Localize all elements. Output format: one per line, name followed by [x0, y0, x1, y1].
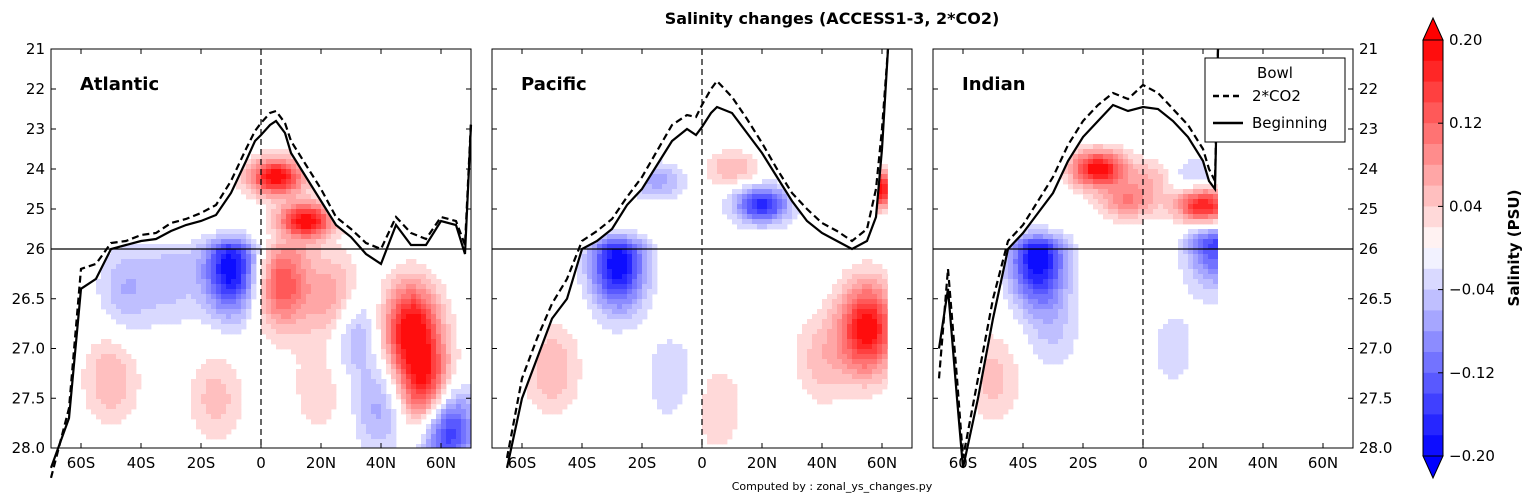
colorbar-label: Salinity (PSU)	[1505, 190, 1523, 307]
colorbar-level	[1423, 123, 1443, 145]
colorbar-tick-label: 0.04	[1449, 197, 1482, 215]
colorbar-extend-min	[1422, 455, 1444, 480]
x-tick-label: 20N	[747, 454, 777, 472]
y-tick-label: 28.0	[12, 439, 45, 457]
y-tick-label: 27.5	[12, 389, 45, 407]
y-tick-label: 23	[1359, 120, 1378, 138]
x-tick-label: 60S	[949, 454, 978, 472]
colorbar-level	[1423, 435, 1443, 457]
colorbar-level	[1423, 40, 1443, 62]
colorbar-level	[1423, 248, 1443, 270]
salinity-field	[968, 144, 1218, 420]
panel-pacific: 60S 40S 20S 0 20N 40N 60N Pacific	[491, 48, 913, 472]
colorbar-level	[1423, 310, 1443, 332]
colorbar-level	[1423, 185, 1443, 207]
colorbar-tick-label: −0.12	[1449, 364, 1495, 382]
legend-box	[1204, 57, 1346, 143]
panel-indian: 60S 40S 20S 0 20N 40N 60N 21 22 23 24 25 26 26.5 27.0 2…	[932, 40, 1392, 472]
colorbar-tick-label: 0.20	[1449, 31, 1482, 49]
x-tick-label: 20N	[306, 454, 336, 472]
colorbar-level	[1423, 414, 1443, 436]
x-tick-label: 40N	[807, 454, 837, 472]
y-tick-label: 26.5	[1359, 290, 1392, 308]
legend: Bowl 2*CO2 Beginning	[1204, 57, 1346, 143]
y-tick-label: 22	[1359, 80, 1378, 98]
colorbar-level	[1423, 81, 1443, 103]
basin-label: Atlantic	[80, 74, 159, 95]
x-tick-label: 40S	[127, 454, 156, 472]
basin-label: Pacific	[521, 74, 587, 95]
y-tick-label: 28.0	[1359, 439, 1392, 457]
x-tick-label: 60N	[426, 454, 456, 472]
colorbar-tick-label: −0.04	[1449, 281, 1495, 299]
bowl-co2-line	[49, 109, 473, 479]
y-tick-label: 21	[1359, 40, 1378, 58]
legend-title: Bowl	[1257, 64, 1293, 82]
legend-label: 2*CO2	[1252, 87, 1301, 105]
x-tick-label: 40S	[1009, 454, 1038, 472]
colorbar-level	[1423, 289, 1443, 311]
x-tick-label: 20N	[1188, 454, 1218, 472]
colorbar-level	[1423, 60, 1443, 83]
colorbar-level	[1423, 268, 1443, 291]
y-tick-label: 26	[26, 240, 45, 258]
colorbar-level	[1423, 206, 1443, 228]
colorbar-level	[1423, 227, 1443, 249]
colorbar: 0.20 0.12 0.04 −0.04 −0.12 −0.20 Salinity (PSU…	[1422, 16, 1523, 480]
x-tick-label: 20S	[1069, 454, 1098, 472]
colorbar-tick-label: −0.20	[1449, 447, 1495, 465]
x-tick-label: 60S	[508, 454, 537, 472]
y-tick-label: 24	[1359, 160, 1378, 178]
colorbar-level	[1423, 331, 1443, 353]
salinity-field	[81, 149, 471, 450]
bowl-co2-line	[937, 48, 1220, 459]
x-tick-label: 60N	[1308, 454, 1338, 472]
x-tick-label: 0	[256, 454, 266, 472]
y-tick-label: 23	[26, 120, 45, 138]
y-tick-label: 26.5	[12, 290, 45, 308]
x-tick-label: 0	[697, 454, 707, 472]
x-tick-label: 20S	[187, 454, 216, 472]
colorbar-level	[1423, 164, 1443, 187]
bowl-beginning-line	[937, 48, 1220, 469]
colorbar-frame	[1422, 39, 1444, 457]
y-tick-label: 25	[26, 200, 45, 218]
legend-label: Beginning	[1252, 114, 1327, 132]
y-tick-label: 27.0	[12, 340, 45, 358]
x-tick-label: 60S	[67, 454, 96, 472]
y-tick-label: 25	[1359, 200, 1378, 218]
x-tick-label: 40N	[1248, 454, 1278, 472]
basin-label: Indian	[962, 74, 1026, 95]
colorbar-level	[1423, 372, 1443, 395]
y-tick-label: 27.5	[1359, 389, 1392, 407]
colorbar-tick-label: 0.12	[1449, 114, 1482, 132]
colorbar-level	[1423, 144, 1443, 166]
bowl-co2-line	[505, 48, 890, 459]
bowl-beginning-line	[49, 119, 473, 469]
colorbar-level	[1423, 352, 1443, 374]
y-tick-label: 27.0	[1359, 340, 1392, 358]
panels-group: 60S 40S 20S 0 20N 40N 60N 21 22 23 24 25 26 26.5 27.0 2…	[12, 40, 1392, 479]
y-tick-label: 26	[1359, 240, 1378, 258]
colorbar-extend-max	[1422, 16, 1444, 41]
x-tick-label: 60N	[867, 454, 897, 472]
figure-title: Salinity changes (ACCESS1-3, 2*CO2)	[665, 9, 1000, 28]
panel-atlantic: 60S 40S 20S 0 20N 40N 60N 21 22 23 24 25 26 26.5 27.0 2…	[12, 40, 473, 479]
y-tick-label: 21	[26, 40, 45, 58]
bowl-beginning-line	[505, 48, 890, 469]
salinity-field	[522, 149, 888, 445]
colorbar-level	[1423, 393, 1443, 415]
x-tick-label: 40N	[366, 454, 396, 472]
x-tick-label: 0	[1138, 454, 1148, 472]
y-tick-label: 24	[26, 160, 45, 178]
figure-footer: Computed by : zonal_ys_changes.py	[732, 480, 933, 493]
y-tick-label: 22	[26, 80, 45, 98]
x-tick-label: 40S	[568, 454, 597, 472]
x-tick-label: 20S	[628, 454, 657, 472]
colorbar-level	[1423, 102, 1443, 124]
